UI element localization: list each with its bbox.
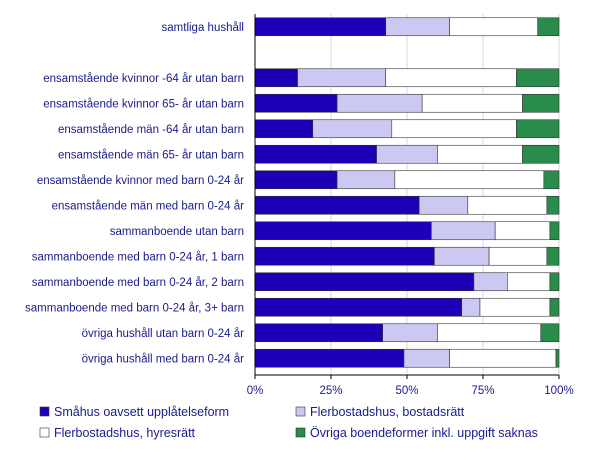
- legend-label: Övriga boendeformer inkl. uppgift saknas: [310, 426, 538, 440]
- legend-swatch: [295, 406, 306, 417]
- category-label: sammanboende med barn 0-24 år, 2 barn: [32, 277, 244, 289]
- category-label: ensamstående kvinnor -64 år utan barn: [43, 73, 244, 85]
- bar-segment: [461, 297, 481, 317]
- bar-segment: [391, 119, 517, 139]
- bar-segment: [522, 93, 560, 113]
- x-tick-label: 100%: [544, 385, 573, 397]
- bar-segment: [382, 323, 438, 343]
- bar-segment: [479, 297, 551, 317]
- bar-segment: [507, 272, 551, 292]
- bar-segment: [254, 195, 420, 215]
- category-label: ensamstående män 65- år utan barn: [58, 149, 244, 161]
- bar-segment: [431, 221, 496, 241]
- bar-segment: [336, 170, 396, 190]
- category-label: sammanboende med barn 0-24 år, 3+ barn: [25, 302, 244, 314]
- bar-segment: [312, 119, 393, 139]
- bar-segment: [549, 272, 560, 292]
- bar-segment: [494, 221, 551, 241]
- bar-segment: [543, 170, 560, 190]
- x-tick-label: 50%: [395, 385, 418, 397]
- legend: Småhus oavsett upplåtelseform Flerbostads…: [39, 405, 538, 440]
- category-label: ensamstående män -64 år utan barn: [58, 124, 244, 136]
- bar-segment: [254, 119, 314, 139]
- bar-segment: [522, 144, 560, 164]
- gridlines: [330, 14, 560, 375]
- bar-segment: [437, 144, 523, 164]
- bar-segment: [394, 170, 545, 190]
- category-label: samtliga hushåll: [162, 22, 244, 34]
- bar-segment: [449, 348, 557, 368]
- bar-segment: [555, 348, 560, 368]
- x-tick-label: 25%: [319, 385, 342, 397]
- x-tick-label: 75%: [471, 385, 494, 397]
- category-label: övriga hushåll utan barn 0-24 år: [82, 328, 245, 340]
- category-label: ensamstående kvinnor 65- år utan barn: [43, 98, 244, 110]
- bar-segment: [516, 119, 560, 139]
- legend-swatch: [295, 427, 306, 438]
- legend-swatch: [39, 406, 50, 417]
- bar-segment: [254, 93, 338, 113]
- legend-label: Flerbostadshus, hyresrätt: [54, 426, 196, 440]
- bar-segment: [254, 297, 463, 317]
- bar-segment: [488, 246, 548, 266]
- bar-segment: [254, 272, 475, 292]
- bar-segment: [403, 348, 450, 368]
- bar-segment: [467, 195, 548, 215]
- bars: [254, 17, 560, 368]
- category-label: sammanboende med barn 0-24 år, 1 barn: [32, 251, 244, 263]
- bar-segment: [254, 323, 383, 343]
- legend-label: Småhus oavsett upplåtelseform: [54, 405, 229, 419]
- x-tick-label: 0%: [247, 385, 264, 397]
- bar-segment: [537, 17, 560, 37]
- bar-segment: [540, 323, 560, 343]
- bar-segment: [254, 68, 298, 88]
- bar-segment: [254, 348, 405, 368]
- bar-segment: [376, 144, 438, 164]
- bar-segment: [549, 221, 560, 241]
- legend-label: Flerbostadshus, bostadsrätt: [310, 405, 465, 419]
- bar-segment: [297, 68, 387, 88]
- bar-segment: [254, 17, 387, 37]
- bar-segment: [473, 272, 508, 292]
- bar-segment: [254, 221, 432, 241]
- axes: [254, 14, 560, 379]
- bar-segment: [421, 93, 523, 113]
- bar-segment: [254, 246, 435, 266]
- legend-swatch: [39, 427, 50, 438]
- category-label: övriga hushåll med barn 0-24 år: [82, 353, 245, 365]
- x-tick-labels: 0% 25% 50% 75% 100%: [247, 385, 574, 397]
- bar-segment: [336, 93, 423, 113]
- bar-segment: [546, 246, 560, 266]
- category-label: sammanboende utan barn: [110, 226, 244, 238]
- bar-segment: [437, 323, 542, 343]
- bar-segment: [549, 297, 560, 317]
- category-label: ensamstående män med barn 0-24 år: [52, 200, 245, 212]
- bar-segment: [385, 17, 450, 37]
- bar-segment: [516, 68, 560, 88]
- category-labels: samtliga hushåll ensamstående kvinnor -64…: [25, 22, 244, 366]
- bar-segment: [254, 170, 338, 190]
- category-label: ensamstående kvinnor med barn 0-24 år: [37, 175, 244, 187]
- bar-segment: [385, 68, 517, 88]
- bar-segment: [546, 195, 560, 215]
- bar-segment: [418, 195, 469, 215]
- bar-segment: [449, 17, 539, 37]
- bar-segment: [254, 144, 377, 164]
- bar-segment: [434, 246, 490, 266]
